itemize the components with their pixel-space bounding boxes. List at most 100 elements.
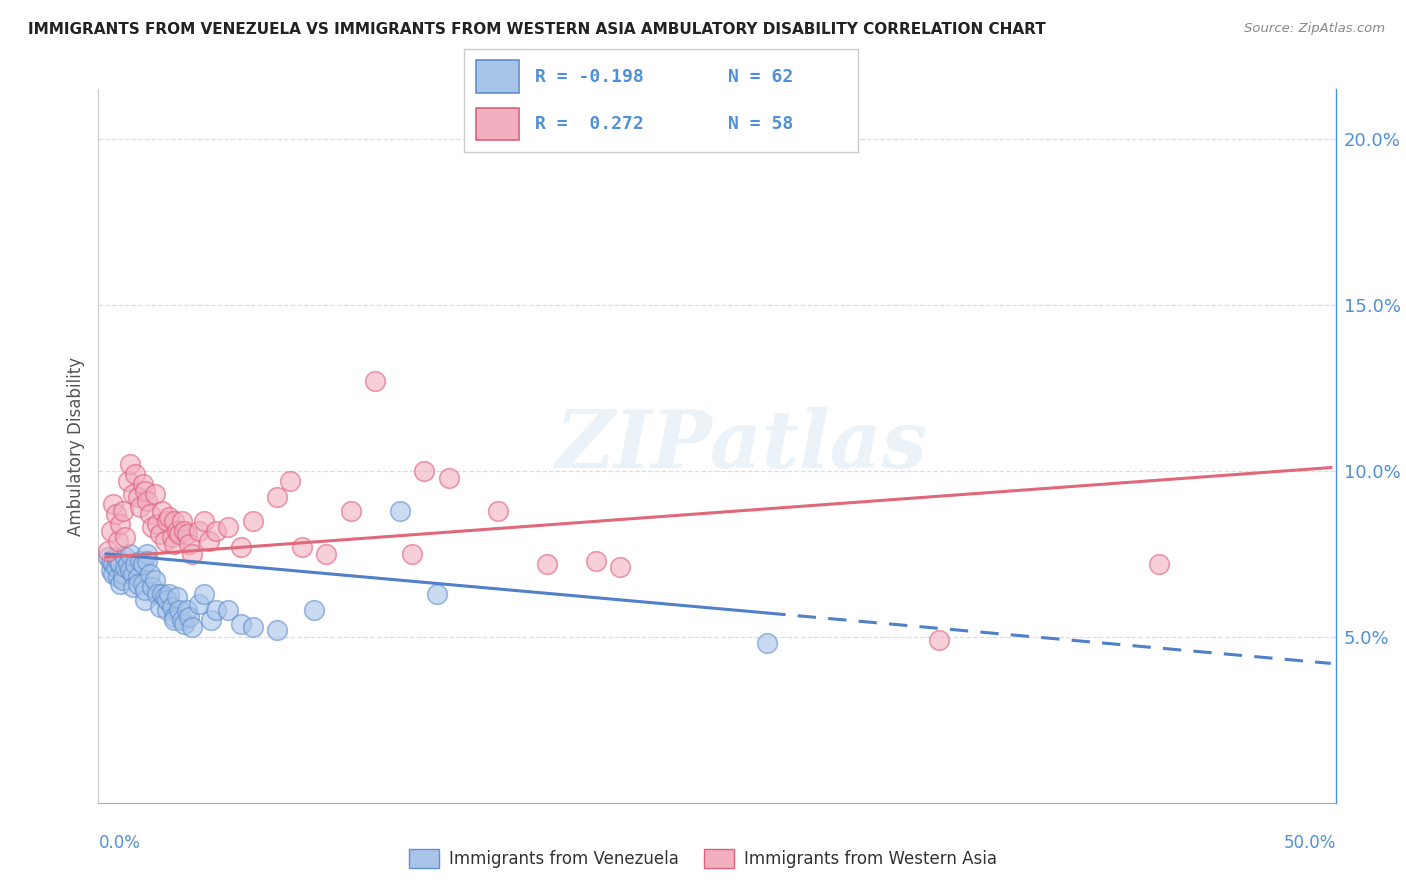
Point [205,603,228,617]
Point [134,593,156,607]
Point [104,550,127,565]
Point [121,487,143,501]
Point [486,504,509,518]
Point [173,616,195,631]
Point [136,493,159,508]
Text: IMMIGRANTS FROM VENEZUELA VS IMMIGRANTS FROM WESTERN ASIA AMBULATORY DISABILITY : IMMIGRANTS FROM VENEZUELA VS IMMIGRANTS … [28,22,1046,37]
Point [129,500,152,515]
Point [217,520,239,534]
Point [160,599,183,614]
Text: R = -0.198: R = -0.198 [534,68,644,86]
Point [315,547,337,561]
Point [156,593,179,607]
Point [110,557,132,571]
Point [131,477,153,491]
Point [169,603,191,617]
Point [166,524,188,538]
Point [120,564,142,578]
Point [266,624,288,638]
Point [187,524,209,538]
Point [585,553,607,567]
Point [124,557,146,571]
Point [205,524,228,538]
Point [166,590,188,604]
Point [388,504,411,518]
Y-axis label: Ambulatory Disability: Ambulatory Disability [66,357,84,535]
Point [143,574,166,588]
Point [136,553,159,567]
Point [149,527,172,541]
Point [100,524,122,538]
Point [163,537,186,551]
Point [156,603,179,617]
FancyBboxPatch shape [475,108,519,140]
Text: 50.0%: 50.0% [1284,834,1336,852]
Point [177,537,200,551]
Point [131,576,153,591]
Point [111,504,134,518]
Point [143,487,166,501]
Point [150,587,173,601]
Point [163,514,186,528]
Point [100,564,122,578]
Point [193,514,215,528]
Point [120,547,142,561]
Point [100,553,122,567]
Point [114,550,136,565]
Point [127,570,149,584]
Point [1149,557,1171,571]
Point [114,560,136,574]
Point [425,587,447,601]
Point [120,457,142,471]
Point [177,610,200,624]
Point [107,570,129,584]
Point [104,560,127,574]
Point [278,474,301,488]
Point [187,597,209,611]
Point [364,374,387,388]
Point [150,504,173,518]
Point [266,491,288,505]
Point [163,610,186,624]
Point [129,553,152,567]
Point [134,583,156,598]
Point [101,557,124,571]
Point [173,524,195,538]
Point [110,516,132,531]
Point [134,483,156,498]
Point [139,507,162,521]
Text: N = 62: N = 62 [728,68,793,86]
Point [146,587,169,601]
Point [536,557,558,571]
Point [229,616,252,631]
Point [217,603,239,617]
Point [339,504,361,518]
Point [107,553,129,567]
Point [176,527,198,541]
Point [159,587,181,601]
Text: R =  0.272: R = 0.272 [534,115,644,133]
Point [169,527,191,541]
Point [139,566,162,581]
Point [401,547,423,561]
Point [159,510,181,524]
Text: 0.0%: 0.0% [98,834,141,852]
Point [117,474,139,488]
Text: Source: ZipAtlas.com: Source: ZipAtlas.com [1244,22,1385,36]
Point [97,543,120,558]
Point [136,547,159,561]
Point [110,576,132,591]
FancyBboxPatch shape [475,61,519,93]
Point [111,566,134,581]
Point [104,507,127,521]
Point [302,603,325,617]
Point [200,613,222,627]
Point [153,533,176,548]
Point [242,620,264,634]
Point [242,514,264,528]
Point [127,576,149,591]
Point [111,574,134,588]
Point [101,566,124,581]
Text: ZIPatlas: ZIPatlas [555,408,928,484]
Point [180,547,202,561]
